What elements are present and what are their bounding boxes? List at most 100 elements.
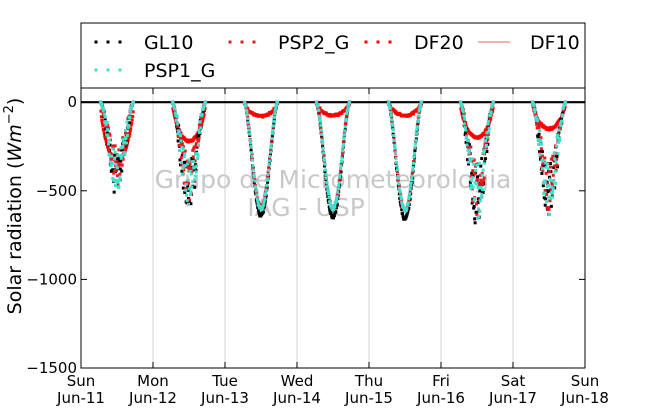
data-point-PSP2_G [110,156,114,160]
data-point-PSP1_G [256,199,260,203]
data-point-DF20 [271,109,275,113]
data-point-DF20 [104,139,108,143]
data-point-PSP2_G [200,118,204,122]
data-point-PSP1_G [188,192,192,196]
data-point-PSP1_G [484,139,488,143]
data-point-GL10 [111,168,115,172]
data-point-PSP1_G [478,199,482,203]
data-point-PSP1_G [266,173,270,177]
data-point-GL10 [471,174,475,178]
data-point-GL10 [404,216,408,220]
data-point-DF20 [130,118,134,122]
data-point-PSP1_G [173,107,177,111]
data-point-PSP1_G [391,123,395,127]
data-point-PSP1_G [105,121,109,125]
data-point-PSP2_G [471,169,475,173]
data-point-PSP2_G [187,198,191,202]
data-point-PSP1_G [483,148,487,152]
data-point-PSP2_G [186,166,190,170]
data-point-PSP1_G [114,162,118,166]
data-point-PSP1_G [486,120,490,124]
data-point-PSP1_G [545,199,549,203]
data-point-PSP1_G [413,142,417,146]
data-point-PSP1_G [544,161,548,165]
data-point-PSP1_G [242,100,246,104]
data-point-PSP1_G [471,185,475,189]
data-point-PSP1_G [334,201,338,205]
data-point-PSP2_G [395,170,399,174]
data-point-PSP1_G [112,179,116,183]
data-point-PSP1_G [245,109,249,113]
data-point-PSP1_G [547,195,551,199]
data-point-PSP1_G [177,129,181,133]
data-point-GL10 [536,135,540,139]
data-point-PSP1_G [404,208,408,212]
data-point-PSP2_G [182,168,186,172]
legend-label: PSP2_G [278,32,349,54]
data-point-PSP1_G [396,175,400,179]
legend-label: DF10 [530,32,580,54]
data-point-PSP1_G [326,188,330,192]
data-point-PSP1_G [123,140,127,144]
data-point-PSP1_G [106,142,110,146]
data-point-PSP1_G [118,154,122,158]
data-point-PSP2_G [108,133,112,137]
data-point-GL10 [473,217,477,221]
data-point-PSP1_G [336,187,340,191]
data-point-PSP1_G [337,181,341,185]
data-point-DF20 [200,122,204,126]
data-point-PSP2_G [193,179,197,183]
data-point-GL10 [466,158,470,162]
data-point-DF20 [104,137,108,141]
data-point-PSP1_G [181,147,185,151]
data-point-GL10 [546,190,550,194]
data-point-PSP2_G [486,133,490,137]
data-point-PSP1_G [392,138,396,142]
data-point-PSP1_G [195,164,199,168]
data-point-PSP1_G [558,136,562,140]
data-point-PSP1_G [468,157,472,161]
data-point-GL10 [540,150,544,154]
data-point-PSP1_G [172,104,176,108]
data-point-GL10 [320,135,324,139]
data-point-PSP1_G [325,185,329,189]
data-point-PSP1_G [417,109,421,113]
data-point-PSP1_G [256,202,260,206]
data-point-PSP2_G [534,112,538,116]
data-point-PSP1_G [463,117,467,121]
data-point-PSP1_G [414,138,418,142]
data-point-PSP1_G [182,155,186,159]
data-point-PSP2_G [538,155,542,159]
data-point-PSP1_G [479,185,483,189]
data-point-GL10 [112,190,116,194]
data-point-GL10 [327,205,331,209]
data-point-PSP2_G [549,157,553,161]
legend-frame [80,22,586,89]
data-point-PSP2_G [477,183,481,187]
y-axis-label: Solar radiation (Wm−2) [2,98,26,315]
data-point-GL10 [561,111,565,115]
data-point-PSP1_G [343,125,347,129]
data-point-PSP1_G [317,114,321,118]
data-point-PSP1_G [532,104,536,108]
data-point-PSP1_G [188,169,192,173]
data-point-PSP1_G [266,177,270,181]
data-point-PSP2_G [178,137,182,141]
data-point-PSP1_G [179,160,183,164]
data-point-PSP1_G [179,139,183,143]
data-point-DF20 [129,127,133,131]
legend-entry-DF20: DF20 [364,32,464,54]
data-point-GL10 [473,221,477,225]
data-point-PSP1_G [462,114,466,118]
data-point-PSP1_G [271,128,275,132]
data-point-PSP1_G [106,128,110,132]
data-point-PSP1_G [469,186,473,190]
legend-marker [228,40,232,44]
data-point-PSP2_G [196,139,200,143]
data-point-PSP1_G [485,135,489,139]
data-point-PSP2_G [555,163,559,167]
data-point-PSP2_G [187,181,191,185]
data-point-PSP1_G [327,195,331,199]
x-tick-label-date: Jun-16 [416,389,465,407]
data-point-PSP2_G [188,162,192,166]
